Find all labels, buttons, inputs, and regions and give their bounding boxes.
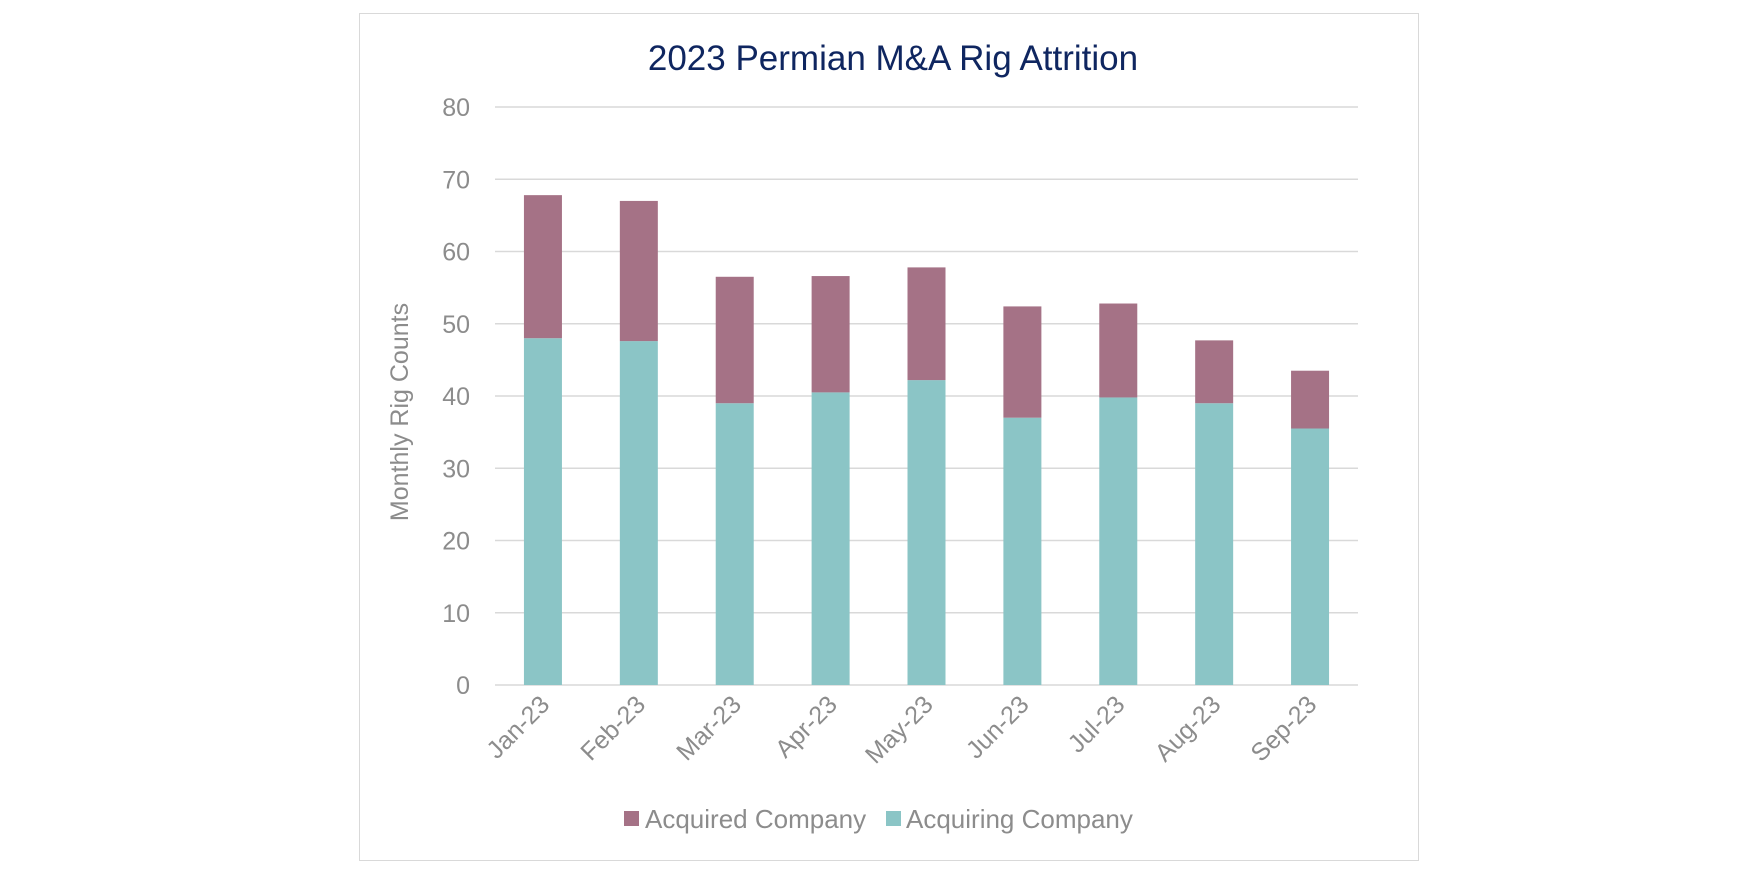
- x-tick-label: May-23: [860, 690, 939, 769]
- bar-acquired-company: [1003, 306, 1042, 418]
- bar-acquiring-company: [1195, 403, 1234, 685]
- chart-title: 2023 Permian M&A Rig Attrition: [648, 39, 1138, 78]
- legend-label-acquired: Acquired Company: [645, 804, 866, 834]
- bar-acquiring-company: [1099, 397, 1138, 685]
- y-tick-label: 40: [442, 383, 470, 411]
- legend: Acquired Company Acquiring Company: [624, 804, 1133, 834]
- x-tick-label: Aug-23: [1150, 690, 1227, 767]
- bar-acquired-company: [1291, 370, 1330, 429]
- x-tick-label: Apr-23: [770, 690, 843, 763]
- y-tick-label: 60: [442, 239, 470, 267]
- y-axis-ticks: 0 10 20 30 40 50 60 70 80: [442, 94, 470, 700]
- bar-acquiring-company: [715, 403, 754, 685]
- y-tick-label: 10: [442, 600, 470, 628]
- legend-swatch-acquired: [624, 811, 639, 826]
- bar-acquiring-company: [907, 380, 946, 685]
- bar-acquired-company: [1195, 340, 1234, 404]
- bar-acquired-company: [619, 200, 658, 342]
- bar-acquiring-company: [1291, 428, 1330, 685]
- legend-label-acquiring: Acquiring Company: [906, 804, 1133, 834]
- y-tick-label: 50: [442, 311, 470, 339]
- y-tick-label: 30: [442, 455, 470, 483]
- bar-acquired-company: [523, 195, 562, 339]
- y-tick-label: 20: [442, 528, 470, 556]
- bar-acquired-company: [811, 276, 850, 393]
- y-tick-label: 0: [456, 672, 470, 700]
- legend-swatch-acquiring: [886, 811, 901, 826]
- x-tick-label: Jul-23: [1063, 690, 1131, 758]
- x-tick-label: Sep-23: [1245, 690, 1322, 767]
- y-tick-label: 70: [442, 166, 470, 194]
- bar-acquiring-company: [523, 338, 562, 685]
- bar-acquired-company: [715, 276, 754, 404]
- x-tick-label: Mar-23: [671, 690, 747, 766]
- x-tick-label: Feb-23: [575, 690, 651, 766]
- bar-acquiring-company: [811, 392, 850, 685]
- bars: [523, 195, 1330, 685]
- y-axis-label: Monthly Rig Counts: [386, 303, 414, 521]
- x-axis-ticks: Jan-23 Feb-23 Mar-23 Apr-23 May-23 Jun-23 Jul-…: [481, 690, 1322, 769]
- x-tick-label: Jun-23: [961, 690, 1035, 764]
- x-tick-label: Jan-23: [481, 690, 555, 764]
- bar-acquiring-company: [1003, 417, 1042, 685]
- bar-acquired-company: [907, 267, 946, 381]
- y-tick-label: 80: [442, 94, 470, 122]
- bar-acquiring-company: [619, 341, 658, 685]
- bar-acquired-company: [1099, 303, 1138, 398]
